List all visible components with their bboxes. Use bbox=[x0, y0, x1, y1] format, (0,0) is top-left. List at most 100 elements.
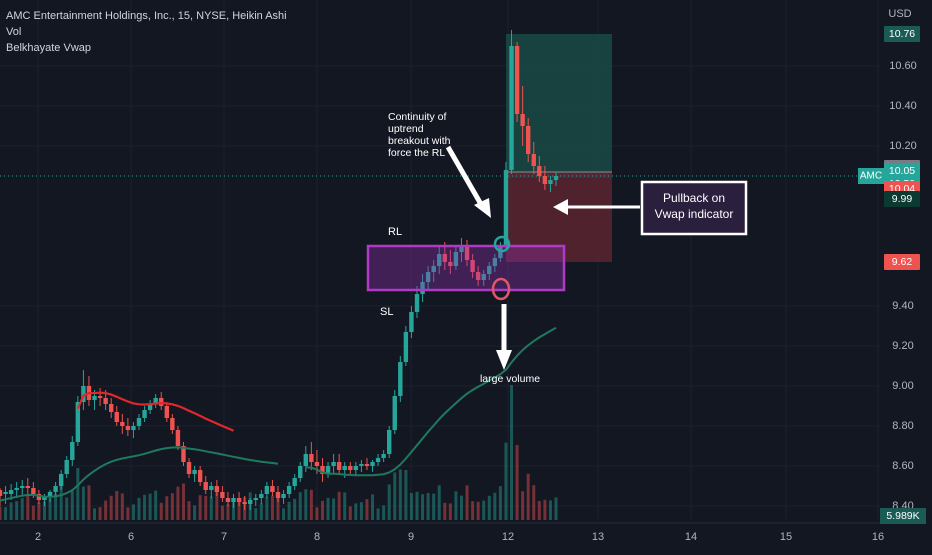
volume-bar bbox=[454, 491, 458, 520]
candle-body bbox=[331, 462, 336, 466]
candle-body bbox=[8, 490, 14, 494]
candle-body bbox=[214, 486, 220, 492]
volume-bar bbox=[259, 503, 263, 520]
candle-body bbox=[97, 396, 103, 398]
candle-body bbox=[431, 266, 436, 272]
candle-body bbox=[3, 492, 8, 494]
candles bbox=[0, 30, 559, 510]
volume-badge: 5.989K bbox=[886, 510, 919, 522]
volume-bar bbox=[293, 498, 297, 520]
volume-bar bbox=[137, 497, 141, 520]
volume-bar bbox=[421, 494, 425, 520]
candle-body bbox=[236, 498, 242, 502]
candle-body bbox=[147, 404, 153, 410]
candle-body bbox=[348, 466, 353, 470]
volume-bar bbox=[526, 473, 530, 520]
candle-body bbox=[64, 460, 69, 474]
volume-bar bbox=[287, 501, 291, 520]
continuity-annotation-line: breakout with bbox=[388, 135, 451, 147]
continuity-arrow-shaft bbox=[445, 145, 485, 208]
candle-body bbox=[359, 464, 364, 466]
time-axis-tick: 13 bbox=[592, 531, 604, 543]
candle-body bbox=[70, 442, 75, 460]
volume-bar bbox=[521, 491, 525, 520]
continuity-annotation-line: Continuity of bbox=[388, 111, 446, 123]
candle-body bbox=[125, 426, 131, 430]
stop-loss-badge-bg bbox=[884, 254, 920, 270]
candle-body bbox=[459, 246, 464, 252]
volume-bar bbox=[198, 495, 202, 520]
candle-body bbox=[197, 470, 203, 482]
symbol-badge: AMC bbox=[860, 171, 882, 182]
time-axis-tick: 12 bbox=[502, 531, 514, 543]
vwap-indicator-label[interactable]: Belkhayate Vwap bbox=[6, 42, 91, 54]
candle-body bbox=[281, 494, 286, 498]
candle-body bbox=[537, 166, 542, 176]
volume-bar bbox=[554, 497, 558, 520]
candle-body bbox=[0, 490, 3, 496]
candle-body bbox=[503, 170, 509, 246]
volume-bar bbox=[504, 442, 508, 520]
candle-body bbox=[186, 462, 192, 474]
candle-body bbox=[175, 430, 181, 446]
volume-bar bbox=[254, 508, 258, 520]
candle-body bbox=[403, 332, 409, 362]
take-profit-zone bbox=[505, 34, 612, 178]
candle-body bbox=[231, 498, 236, 502]
volume-bar bbox=[348, 506, 352, 520]
candle-body bbox=[192, 470, 197, 474]
volume-bar bbox=[371, 494, 375, 520]
volume-bar bbox=[282, 508, 286, 520]
volume-indicator-label[interactable]: Vol bbox=[6, 26, 22, 38]
take-profit-badge-bg bbox=[884, 26, 920, 42]
time-axis-tick: 7 bbox=[221, 531, 227, 543]
candle-body bbox=[437, 254, 442, 266]
candle-body bbox=[120, 422, 125, 426]
price-axis-currency: USD bbox=[888, 8, 911, 20]
candle-body bbox=[453, 252, 459, 266]
candle-body bbox=[275, 492, 281, 498]
candle-body bbox=[248, 500, 253, 504]
candle-body bbox=[470, 260, 475, 272]
volume-bar bbox=[498, 486, 502, 520]
candle-body bbox=[398, 362, 403, 396]
volume-bar bbox=[220, 505, 224, 520]
candle-body bbox=[353, 466, 359, 470]
volume-bar bbox=[126, 507, 130, 520]
grid-lines bbox=[0, 0, 880, 520]
symbol-title[interactable]: AMC Entertainment Holdings, Inc., 15, NY… bbox=[6, 10, 287, 22]
volume-bar bbox=[543, 499, 547, 520]
candle-body bbox=[81, 386, 86, 402]
volume-bar bbox=[226, 504, 230, 520]
candle-body bbox=[342, 466, 347, 470]
candle-body bbox=[31, 488, 36, 494]
large-volume-label: large volume bbox=[480, 373, 540, 385]
candle-body bbox=[509, 46, 514, 170]
candle-body bbox=[553, 176, 559, 180]
candle-body bbox=[131, 426, 136, 430]
candle-body bbox=[298, 466, 303, 478]
volume-bar bbox=[476, 501, 480, 520]
candle-body bbox=[392, 396, 397, 430]
volume-bar bbox=[15, 501, 19, 520]
candle-body bbox=[526, 126, 531, 154]
price-axis-tick: 9.20 bbox=[892, 340, 913, 352]
volume-bar bbox=[354, 503, 358, 520]
volume-bar bbox=[20, 498, 24, 520]
symbol-badge-bg bbox=[858, 168, 884, 184]
time-axis-tick: 9 bbox=[408, 531, 414, 543]
volume-circle bbox=[491, 277, 511, 301]
candle-body bbox=[159, 398, 164, 406]
volume-bar bbox=[515, 445, 519, 520]
candle-body bbox=[242, 502, 247, 504]
volume-bar bbox=[154, 490, 158, 520]
volume-bar bbox=[265, 496, 269, 520]
volume-bar bbox=[404, 470, 408, 520]
volume-bar bbox=[315, 507, 319, 520]
volume-bar bbox=[187, 501, 191, 520]
volume-bar bbox=[48, 498, 52, 520]
volume-bar bbox=[276, 492, 280, 520]
volume-bar bbox=[459, 495, 463, 520]
